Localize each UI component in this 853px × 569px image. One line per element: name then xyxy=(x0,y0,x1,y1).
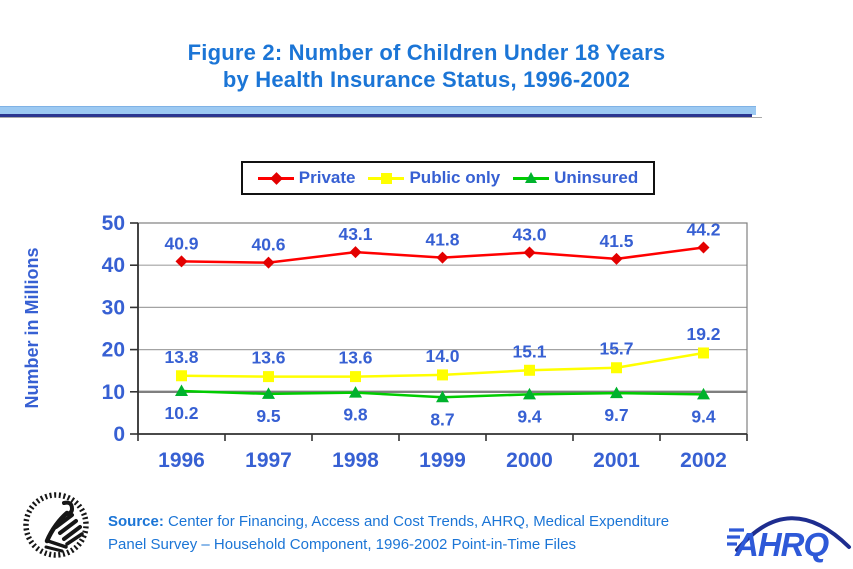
data-label-private: 43.0 xyxy=(512,225,546,245)
divider-line xyxy=(0,114,752,117)
x-tick-label: 1997 xyxy=(245,449,292,472)
data-label-uninsured: 10.2 xyxy=(164,403,198,423)
legend-label-uninsured: Uninsured xyxy=(554,168,639,187)
public-only-marker-icon xyxy=(368,172,405,184)
data-label-private: 40.9 xyxy=(164,233,198,253)
data-label-public-only: 13.8 xyxy=(164,347,198,367)
data-label-public-only: 15.7 xyxy=(599,339,633,359)
data-label-public-only: 19.2 xyxy=(686,324,720,344)
data-label-public-only: 13.6 xyxy=(251,348,285,368)
x-tick-label: 2001 xyxy=(593,449,640,472)
marker-uninsured xyxy=(262,387,275,399)
marker-private xyxy=(262,256,275,269)
legend-item-public-only: Public only xyxy=(368,168,500,188)
source-line2: Panel Survey – Household Component, 1996… xyxy=(108,535,577,553)
source-rest1: Center for Financing, Access and Cost Tr… xyxy=(163,513,670,530)
source-label: Source: xyxy=(108,513,164,530)
data-label-public-only: 14.0 xyxy=(425,346,459,366)
marker-uninsured xyxy=(523,387,536,400)
ahrq-logo: AHRQ xyxy=(727,516,851,563)
data-label-public-only: 15.1 xyxy=(512,341,546,361)
marker-private xyxy=(436,251,449,264)
chart-title-line1: Figure 2: Number of Children Under 18 Ye… xyxy=(187,40,666,65)
marker-public-only xyxy=(263,371,274,383)
marker-private xyxy=(175,255,188,268)
marker-public-only xyxy=(437,369,448,381)
uninsured-marker-icon xyxy=(513,172,550,184)
y-tick-label: 30 xyxy=(102,296,125,319)
y-tick-label: 0 xyxy=(113,423,125,446)
legend-label-private: Private xyxy=(298,168,356,187)
data-label-public-only: 13.6 xyxy=(338,348,372,368)
source-note: Source: Center for Financing, Access and… xyxy=(108,511,728,556)
marker-uninsured xyxy=(175,384,188,396)
data-label-uninsured: 9.4 xyxy=(517,406,542,426)
y-tick-label: 20 xyxy=(102,339,125,362)
marker-uninsured xyxy=(610,386,623,399)
data-label-private: 44.2 xyxy=(686,219,720,239)
legend: Private Public only Uninsured xyxy=(241,161,655,195)
divider-shadow xyxy=(0,117,762,118)
divider-bar xyxy=(0,106,756,115)
data-label-uninsured: 9.5 xyxy=(256,406,281,426)
chart-title: Figure 2: Number of Children Under 18 Ye… xyxy=(0,40,853,94)
marker-public-only xyxy=(524,364,535,376)
y-tick-label: 50 xyxy=(102,212,125,235)
y-axis-title: Number in Millions xyxy=(22,247,42,408)
x-tick-label: 2002 xyxy=(680,449,727,472)
marker-private xyxy=(523,246,536,259)
x-tick-label: 1996 xyxy=(158,449,205,472)
data-label-private: 40.6 xyxy=(251,235,285,255)
legend-item-private: Private xyxy=(257,168,356,188)
marker-private xyxy=(349,246,362,259)
marker-private xyxy=(610,252,623,265)
source-line1: Source: Center for Financing, Access and… xyxy=(108,511,728,534)
hhs-seal-icon xyxy=(23,492,89,558)
y-tick-label: 10 xyxy=(102,381,125,404)
data-label-uninsured: 9.8 xyxy=(343,405,368,425)
data-label-uninsured: 9.7 xyxy=(604,405,628,425)
chart-title-line2: by Health Insurance Status, 1996-2002 xyxy=(222,66,631,92)
y-tick-label: 40 xyxy=(102,254,125,277)
marker-public-only xyxy=(698,347,709,359)
legend-label-public-only: Public only xyxy=(409,168,501,187)
x-tick-label: 1999 xyxy=(419,449,466,472)
private-marker-icon xyxy=(257,172,294,185)
marker-public-only xyxy=(176,370,187,382)
marker-public-only xyxy=(611,362,622,374)
data-label-private: 41.5 xyxy=(599,231,633,251)
data-label-private: 43.1 xyxy=(338,224,372,244)
ahrq-logo-text: AHRQ xyxy=(734,526,829,563)
x-tick-label: 1998 xyxy=(332,449,379,472)
x-tick-label: 2000 xyxy=(506,449,553,472)
data-label-uninsured: 9.4 xyxy=(691,406,716,426)
legend-item-uninsured: Uninsured xyxy=(513,168,638,188)
marker-public-only xyxy=(350,371,361,383)
marker-uninsured xyxy=(349,386,362,398)
data-label-uninsured: 8.7 xyxy=(430,409,454,429)
marker-uninsured xyxy=(697,387,710,400)
marker-uninsured xyxy=(436,390,449,403)
data-label-private: 41.8 xyxy=(425,230,459,250)
marker-private xyxy=(697,241,710,254)
